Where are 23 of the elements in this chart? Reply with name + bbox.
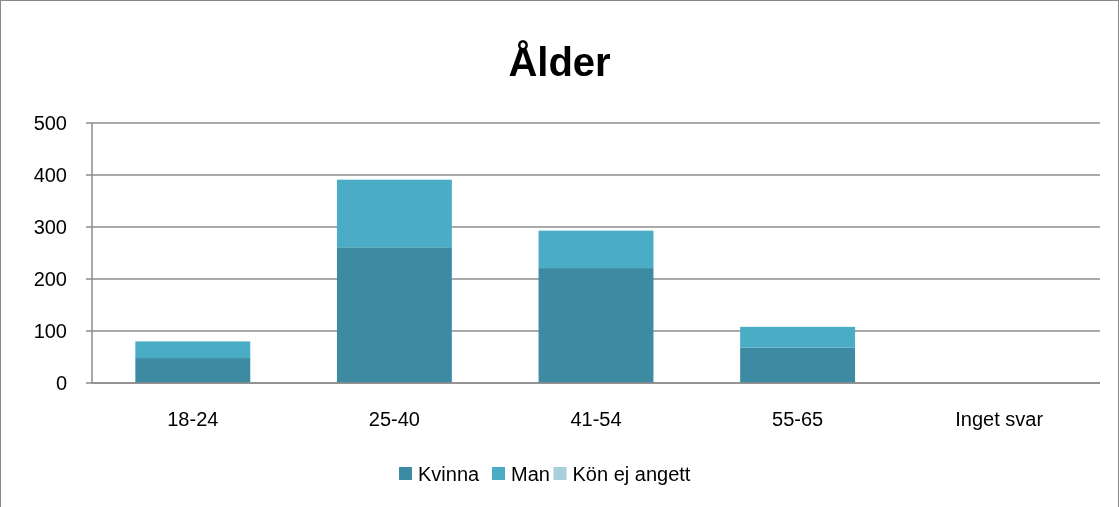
chart-title: Ålder bbox=[508, 40, 611, 84]
y-tick-label: 300 bbox=[33, 216, 67, 238]
x-tick-label: Inget svar bbox=[955, 408, 1044, 430]
legend-label: Kön ej angett bbox=[572, 463, 691, 485]
y-tick-label: 0 bbox=[55, 372, 67, 394]
x-tick-label: 41-54 bbox=[570, 408, 622, 430]
x-tick-label: 18-24 bbox=[167, 408, 219, 430]
bar bbox=[538, 230, 654, 269]
legend-label: Man bbox=[511, 463, 550, 485]
bar bbox=[336, 179, 452, 248]
y-tick-label: 500 bbox=[33, 112, 67, 134]
legend-label: Kvinna bbox=[418, 463, 481, 485]
y-tick-label: 400 bbox=[33, 164, 67, 186]
y-tick-label: 100 bbox=[33, 320, 67, 342]
bar bbox=[336, 247, 452, 383]
bar bbox=[538, 268, 654, 383]
y-tick-label: 200 bbox=[33, 268, 67, 290]
x-tick-label: 55-65 bbox=[772, 408, 824, 430]
x-tick-label: 25-40 bbox=[368, 408, 420, 430]
bar bbox=[135, 358, 251, 383]
bar bbox=[740, 347, 856, 383]
bar bbox=[135, 341, 251, 359]
bar bbox=[740, 326, 856, 348]
